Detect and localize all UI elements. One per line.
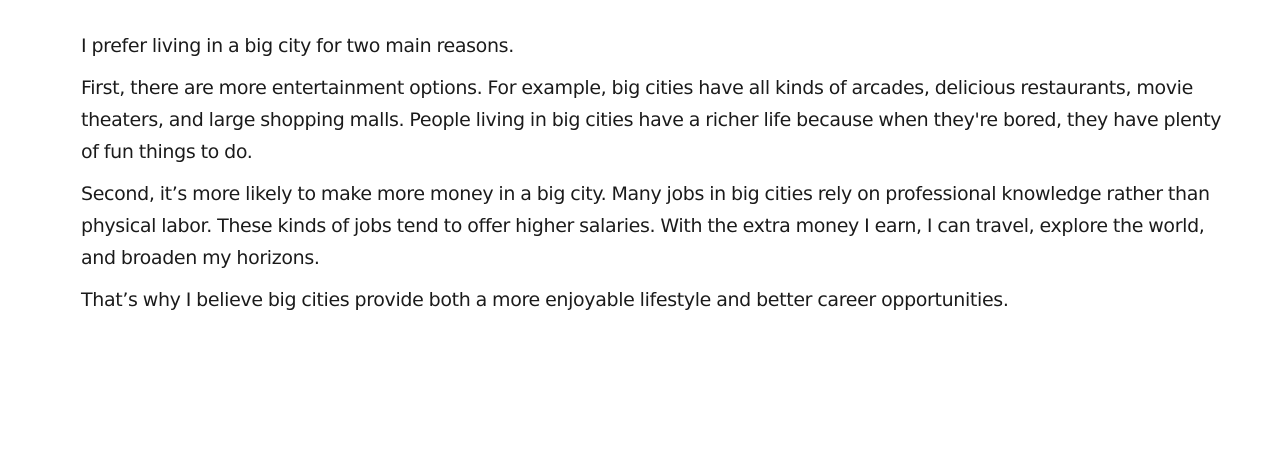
essay-body: I prefer living in a big city for two ma… <box>81 30 1231 316</box>
essay-paragraph-intro: I prefer living in a big city for two ma… <box>81 35 514 57</box>
essay-paragraph-first-reason: First, there are more entertainment opti… <box>81 77 1222 163</box>
essay-paragraph-second-reason: Second, it’s more likely to make more mo… <box>81 183 1210 269</box>
essay-paragraph-conclusion: That’s why I believe big cities provide … <box>81 289 1009 311</box>
